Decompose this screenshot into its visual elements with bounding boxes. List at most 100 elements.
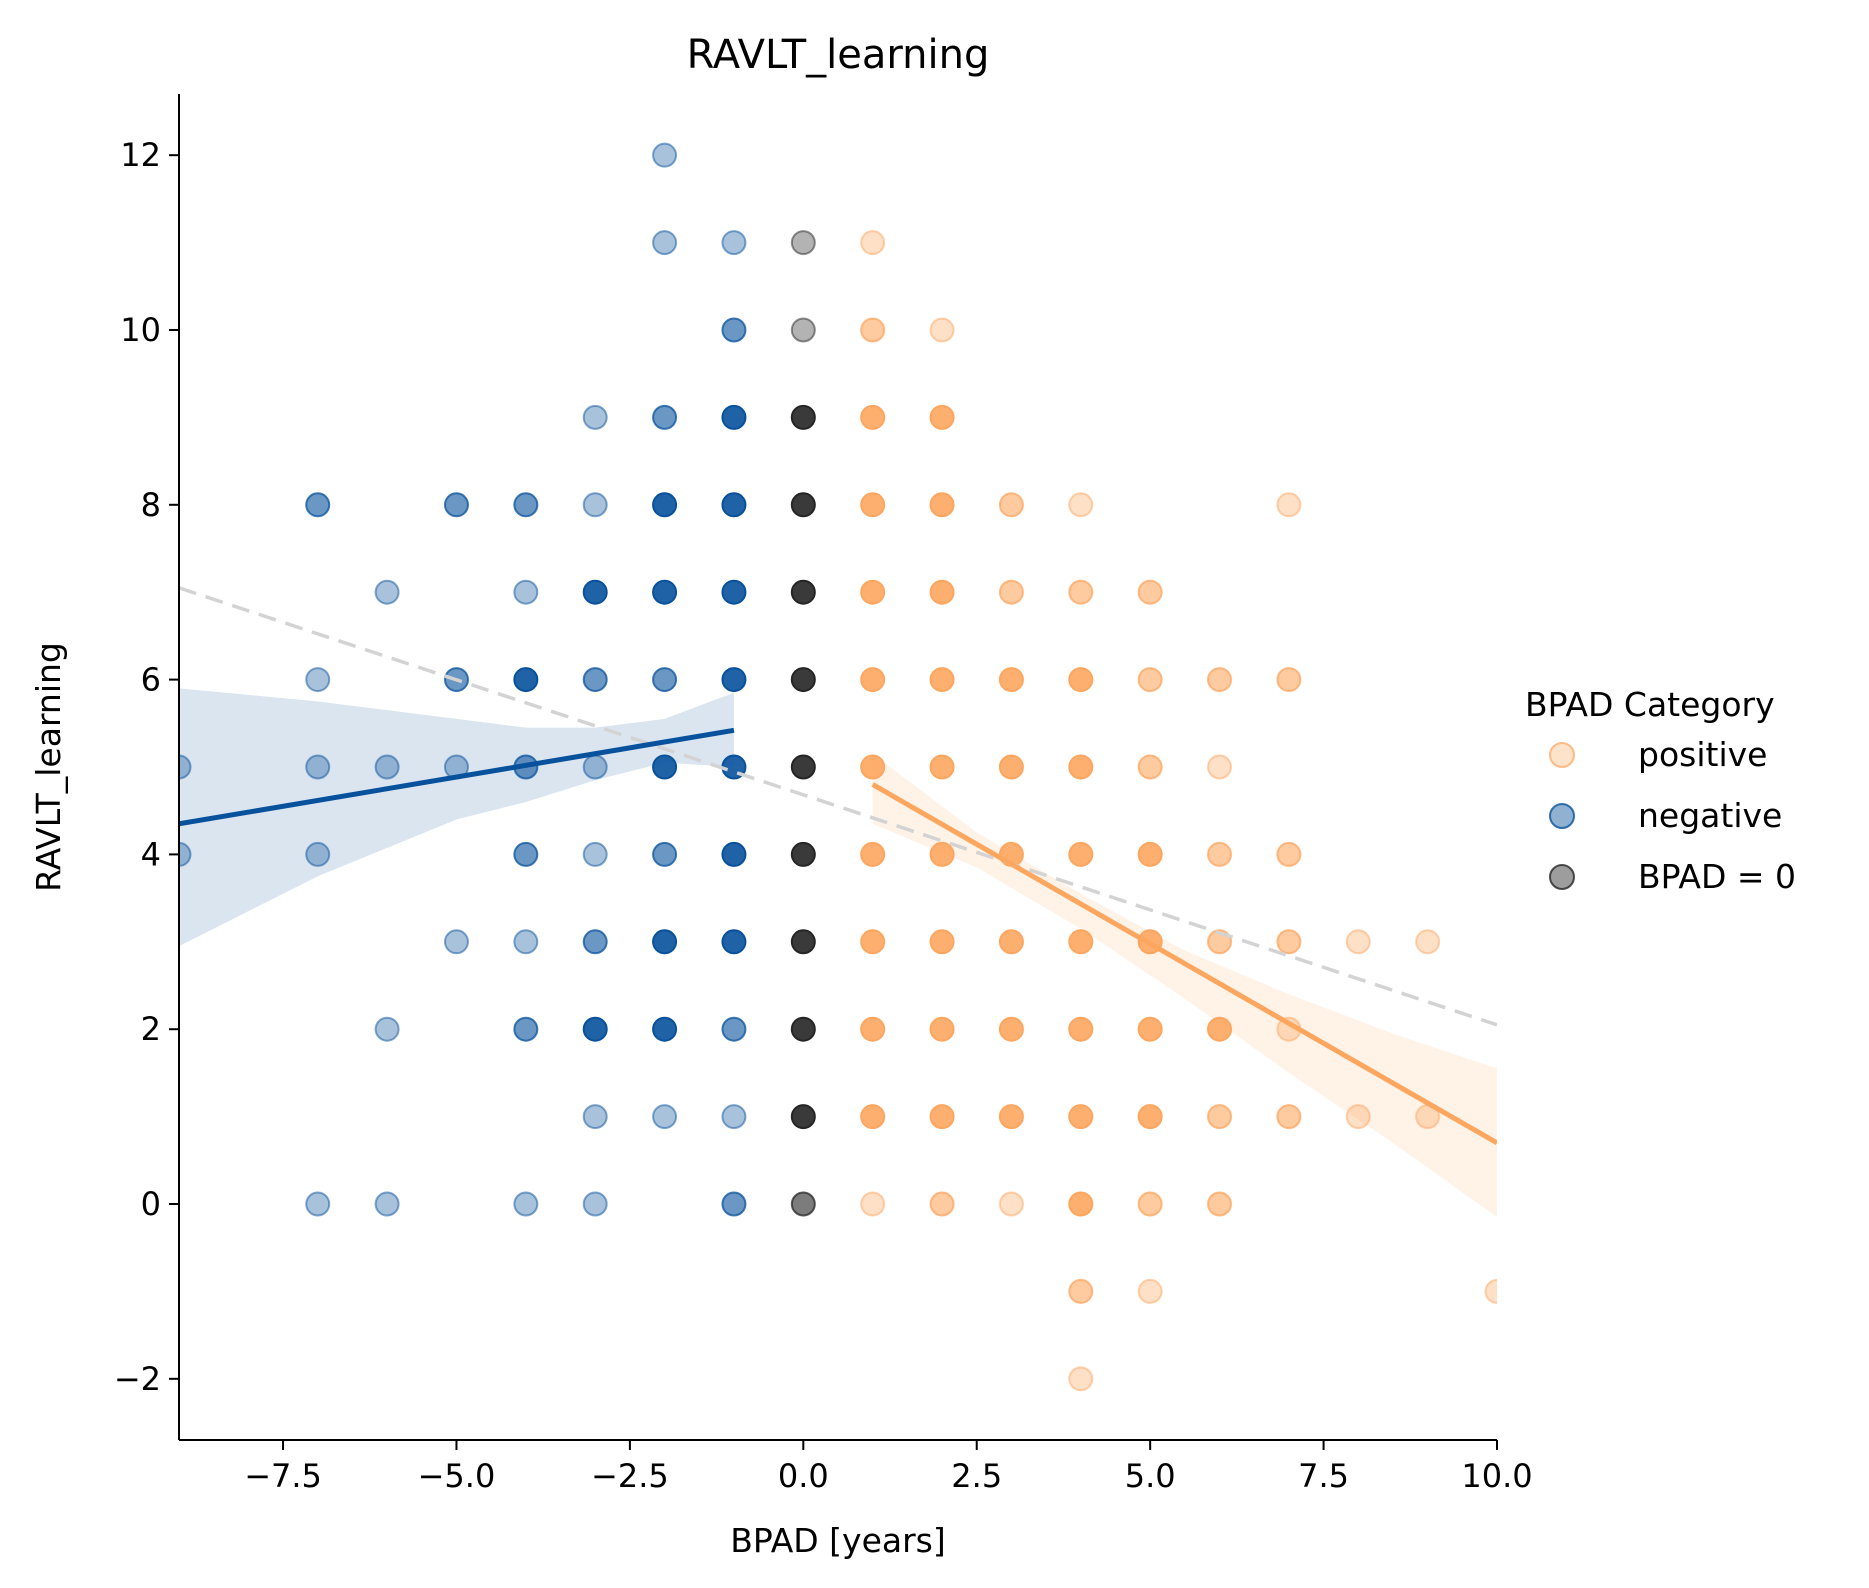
data-point-bpad-0 [790, 579, 816, 605]
data-point-negative [721, 1016, 747, 1042]
data-point-negative [721, 579, 747, 605]
y-tick-label: 4 [141, 835, 161, 873]
data-point-positive [860, 1016, 886, 1042]
data-point-positive [1137, 841, 1163, 867]
data-point-positive [929, 492, 955, 518]
data-point-negative [305, 841, 331, 867]
data-point-negative [582, 667, 608, 693]
scatter-points [179, 142, 1497, 1392]
y-tick-label: −2 [114, 1360, 161, 1398]
chart-title: RAVLT_learning [687, 32, 990, 78]
data-point-positive [998, 754, 1024, 780]
data-point-positive [1345, 929, 1371, 955]
x-tick-label: 5.0 [1125, 1457, 1176, 1495]
data-point-bpad-0 [790, 1016, 816, 1042]
x-tick-label: 7.5 [1298, 1457, 1349, 1495]
data-point-negative [305, 492, 331, 518]
data-point-positive [1137, 1104, 1163, 1130]
x-tick-label: −5.0 [418, 1457, 496, 1495]
data-point-positive [860, 579, 886, 605]
data-point-negative [443, 492, 469, 518]
data-point-negative [652, 929, 678, 955]
y-tick-label: 6 [141, 661, 161, 699]
data-point-negative [374, 754, 400, 780]
data-point-negative [179, 754, 192, 780]
data-point-positive [860, 841, 886, 867]
x-tick-label: −2.5 [591, 1457, 669, 1495]
data-point-positive [1068, 492, 1094, 518]
data-point-bpad-0 [790, 404, 816, 430]
regression-lines [179, 586, 1497, 1145]
data-point-positive [860, 317, 886, 343]
data-point-negative [652, 579, 678, 605]
data-point-positive [1276, 492, 1302, 518]
data-point-positive [860, 1191, 886, 1217]
data-point-negative [582, 1016, 608, 1042]
data-point-positive [929, 929, 955, 955]
y-tick-label: 8 [141, 486, 161, 524]
data-point-positive [929, 754, 955, 780]
data-point-positive [929, 404, 955, 430]
data-point-negative [652, 667, 678, 693]
data-point-positive [929, 579, 955, 605]
x-axis-title: BPAD [years] [730, 1521, 945, 1560]
data-point-positive [1068, 841, 1094, 867]
data-point-positive [929, 317, 955, 343]
data-point-negative [652, 404, 678, 430]
y-tick-label: 2 [141, 1010, 161, 1048]
data-point-positive [1068, 579, 1094, 605]
regression-line-negative [179, 727, 735, 827]
data-point-negative [721, 1104, 747, 1130]
data-point-bpad-0 [790, 1191, 816, 1217]
data-point-negative [652, 841, 678, 867]
x-axis-ticks: −7.5 −5.0 −2.5 0.0 2.5 5.0 7.5 10.0 [244, 1440, 1533, 1495]
data-point-negative [443, 929, 469, 955]
data-point-negative [582, 841, 608, 867]
data-point-negative [721, 929, 747, 955]
data-point-negative [179, 841, 192, 867]
data-point-positive [929, 1016, 955, 1042]
data-point-positive [929, 667, 955, 693]
y-tick-label: 12 [120, 136, 161, 174]
data-point-positive [1276, 929, 1302, 955]
data-point-bpad-0 [790, 754, 816, 780]
data-point-negative [721, 230, 747, 256]
legend-label: BPAD = 0 [1638, 857, 1796, 896]
legend-marker [1549, 864, 1575, 890]
data-point-positive [1137, 1016, 1163, 1042]
data-point-bpad-0 [790, 841, 816, 867]
data-point-positive [929, 1191, 955, 1217]
data-point-bpad-0 [790, 317, 816, 343]
legend-marker [1549, 742, 1575, 768]
data-point-negative [582, 404, 608, 430]
data-point-positive [1068, 1366, 1094, 1392]
data-point-negative [374, 579, 400, 605]
data-point-positive [998, 492, 1024, 518]
data-point-negative [582, 929, 608, 955]
data-point-positive [860, 404, 886, 430]
y-axis-title: RAVLT_learning [29, 642, 68, 892]
legend: BPAD Category positive negative BPAD = 0 [1525, 685, 1796, 896]
data-point-positive [998, 667, 1024, 693]
data-point-bpad-0 [790, 230, 816, 256]
data-point-positive [1137, 1278, 1163, 1304]
data-point-positive [1207, 754, 1233, 780]
data-point-negative [582, 579, 608, 605]
data-point-positive [1068, 754, 1094, 780]
data-point-positive [998, 929, 1024, 955]
data-point-positive [1068, 1191, 1094, 1217]
data-point-positive [1207, 1104, 1233, 1130]
data-point-positive [1276, 667, 1302, 693]
data-point-positive [929, 841, 955, 867]
data-point-negative [652, 754, 678, 780]
data-point-positive [1207, 841, 1233, 867]
legend-label: positive [1638, 735, 1767, 774]
data-point-negative [513, 1191, 539, 1217]
data-point-bpad-0 [790, 667, 816, 693]
y-tick-label: 10 [120, 311, 161, 349]
data-point-positive [860, 492, 886, 518]
x-tick-label: 10.0 [1461, 1457, 1532, 1495]
data-point-positive [1345, 1104, 1371, 1130]
data-point-positive [998, 1016, 1024, 1042]
data-point-positive [1068, 929, 1094, 955]
